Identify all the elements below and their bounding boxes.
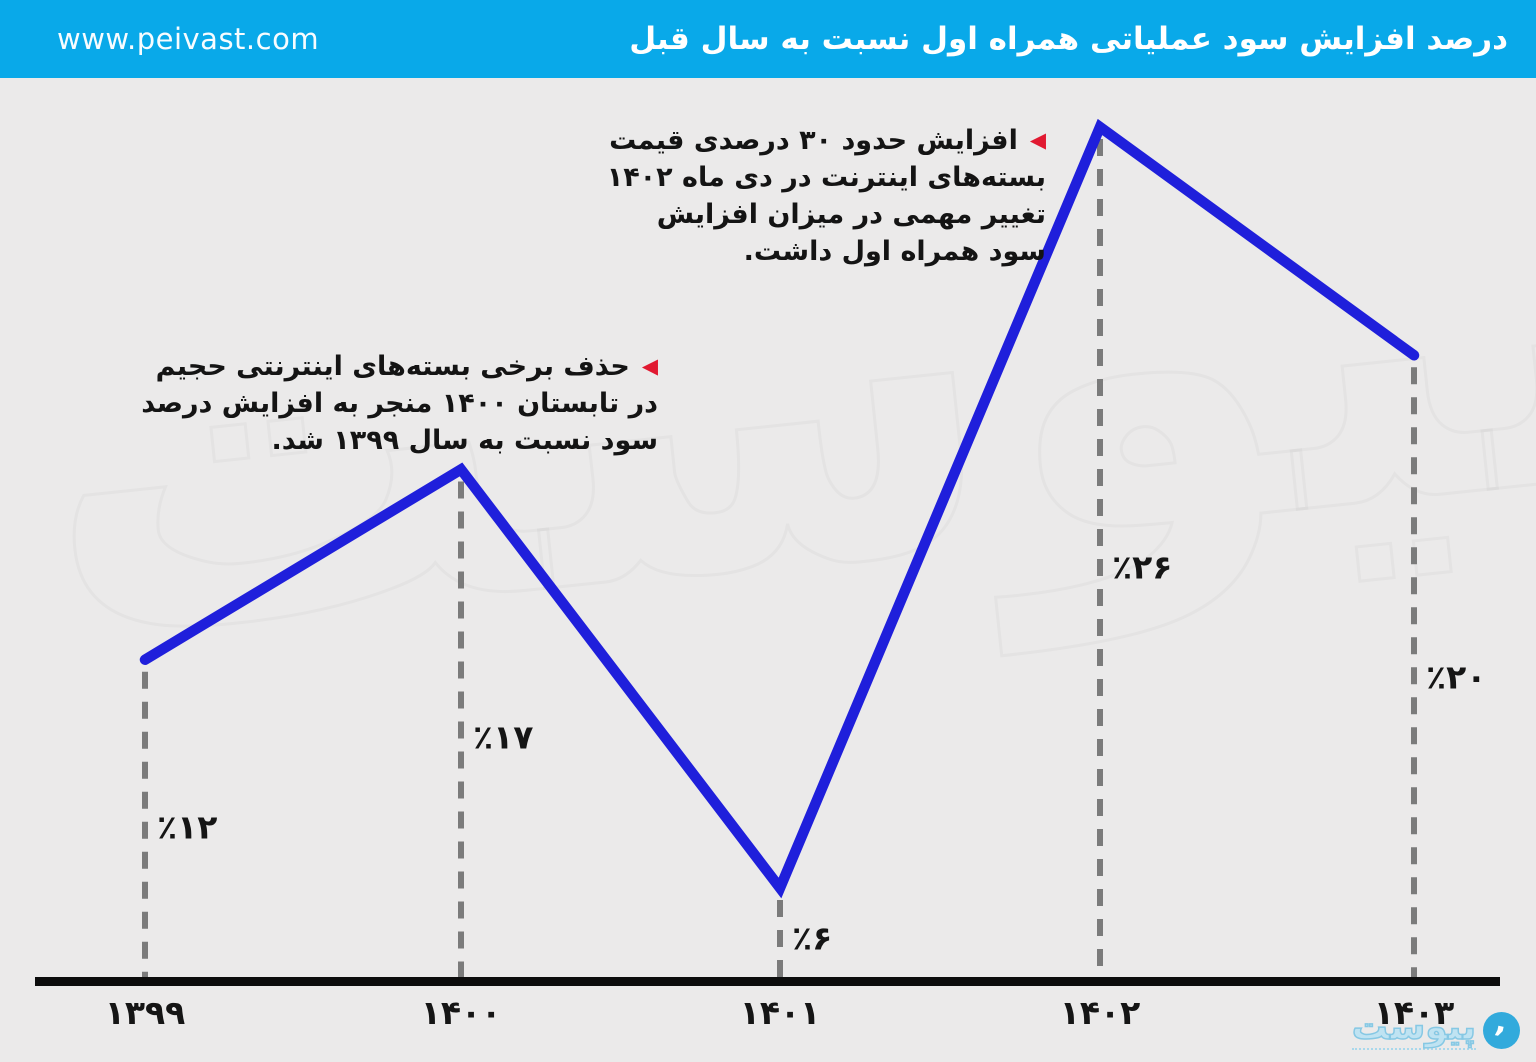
peivast-logo: پیوست , bbox=[1351, 1004, 1520, 1050]
annotation-line: ◀افزایش حدود ۳۰ درصدی قیمت bbox=[609, 125, 1046, 156]
red-triangle-icon: ◀ bbox=[1029, 128, 1046, 152]
point-value-label: ٪۱۷ bbox=[473, 717, 534, 757]
x-axis-year-label: ۱۳۹۹ bbox=[104, 993, 186, 1032]
annotation-line: سود نسبت به سال ۱۳۹۹ شد. bbox=[271, 425, 658, 456]
annotation-1400-package-removal: ◀حذف برخی بسته‌های اینترنتی حجیم در تابس… bbox=[141, 348, 658, 459]
point-value-label: ٪۲۰ bbox=[1426, 657, 1487, 697]
annotation-1402-price-increase: ◀افزایش حدود ۳۰ درصدی قیمت بسته‌های اینت… bbox=[607, 122, 1046, 270]
x-axis-year-label: ۱۴۰۰ bbox=[420, 993, 502, 1032]
point-value-label: ٪۲۶ bbox=[1112, 547, 1173, 587]
peivast-logo-icon: , bbox=[1483, 1004, 1520, 1049]
page-title: درصد افزایش سود عملیاتی همراه اول نسبت ب… bbox=[629, 21, 1508, 57]
header-bar: www.peivast.com درصد افزایش سود عملیاتی … bbox=[0, 0, 1536, 78]
peivast-wordmark: پیوست bbox=[1351, 1007, 1476, 1050]
annotation-line: تغییر مهمی در میزان افزایش bbox=[656, 199, 1046, 230]
annotation-line: سود همراه اول داشت. bbox=[743, 236, 1046, 267]
annotation-line: در تابستان ۱۴۰۰ منجر به افزایش درصد bbox=[141, 388, 658, 419]
point-value-label: ٪۶ bbox=[792, 918, 833, 958]
x-axis-year-label: ۱۴۰۱ bbox=[739, 993, 821, 1032]
red-triangle-icon: ◀ bbox=[641, 354, 658, 378]
site-url: www.peivast.com bbox=[57, 22, 320, 56]
annotation-line: بسته‌های اینترنت در دی ماه ۱۴۰۲ bbox=[606, 162, 1046, 193]
point-value-label: ٪۱۲ bbox=[157, 807, 218, 847]
x-axis-year-label: ۱۴۰۲ bbox=[1059, 993, 1141, 1032]
annotation-line: ◀حذف برخی بسته‌های اینترنتی حجیم bbox=[155, 351, 658, 382]
